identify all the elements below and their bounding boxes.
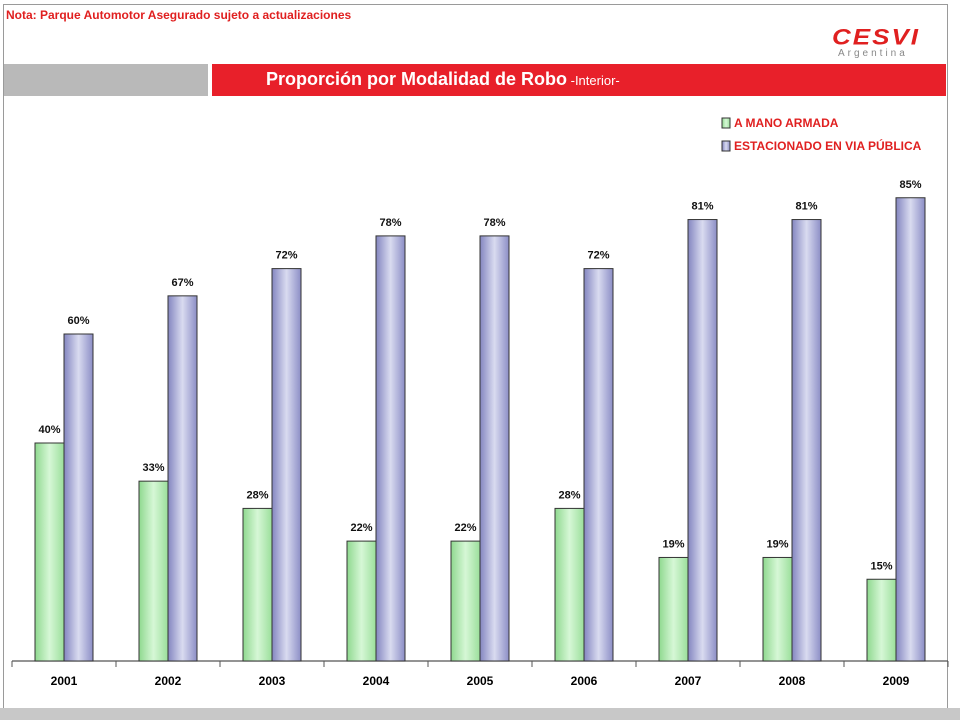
data-label: 81% [691,201,713,213]
data-label: 60% [67,315,89,327]
title-main: Proporción por Modalidad de Robo [266,69,567,89]
data-label: 78% [379,217,401,229]
x-tick-label: 2001 [51,674,78,688]
header-band-grey [4,64,208,96]
logo-subtitle: Argentina [838,48,908,59]
bar-via-publica-2009 [895,197,926,662]
note-text: Nota: Parque Automotor Asegurado sujeto … [6,8,352,22]
data-label: 85% [899,179,921,191]
bar-via-publica-2003 [271,268,302,662]
x-tick-label: 2008 [779,674,806,688]
header-band-red [212,64,946,96]
bar-via-publica-2008 [791,219,822,662]
data-label: 81% [795,201,817,213]
bottom-bar [0,708,960,720]
data-label: 19% [662,538,684,550]
title-suffix: -Interior- [567,73,620,88]
data-label: 72% [275,250,297,262]
bar-mano-armada-2007 [658,556,689,662]
legend-label: A MANO ARMADA [734,116,839,130]
data-label: 15% [870,560,892,572]
data-label: 33% [142,462,164,474]
x-tick-label: 2005 [467,674,494,688]
legend-swatch [721,117,731,129]
legend-label: ESTACIONADO EN VIA PÚBLICA [734,138,922,153]
data-label: 28% [558,489,580,501]
legend: A MANO ARMADA ESTACIONADO EN VIA PÚBLICA [721,116,922,153]
bar-mano-armada-2009 [866,578,897,662]
data-label: 19% [766,538,788,550]
data-label: 67% [171,277,193,289]
cesvi-logo: CESVI Argentina [832,24,932,60]
x-tick-label: 2006 [571,674,598,688]
bar-via-publica-2004 [375,235,406,662]
data-label: 78% [483,217,505,229]
data-label: 28% [246,489,268,501]
bar-mano-armada-2004 [346,540,377,662]
page-title: Proporción por Modalidad de Robo -Interi… [266,69,620,90]
legend-swatch [721,140,731,152]
bar-mano-armada-2001 [34,442,65,662]
bar-via-publica-2006 [583,268,614,662]
bar-mano-armada-2008 [762,556,793,662]
bar-mano-armada-2005 [450,540,481,662]
bar-via-publica-2001 [63,333,94,662]
x-tick-label: 2003 [259,674,286,688]
data-label: 72% [587,250,609,262]
bar-mano-armada-2006 [554,507,585,662]
data-label: 22% [454,522,476,534]
bar-mano-armada-2002 [138,480,169,662]
x-tick-label: 2007 [675,674,702,688]
logo-wordmark: CESVI [832,24,921,50]
data-label: 22% [350,522,372,534]
plot-area: 40% 60% 2001 33% 67% 2002 28% 72% 2003 22% 78% 2004… [11,179,949,688]
x-tick-label: 2004 [363,674,390,688]
data-label: 40% [38,424,60,436]
bar-via-publica-2007 [687,219,718,662]
bar-mano-armada-2003 [242,507,273,662]
x-tick-label: 2002 [155,674,182,688]
bar-via-publica-2002 [167,295,198,662]
x-tick-label: 2009 [883,674,910,688]
bar-via-publica-2005 [479,235,510,662]
